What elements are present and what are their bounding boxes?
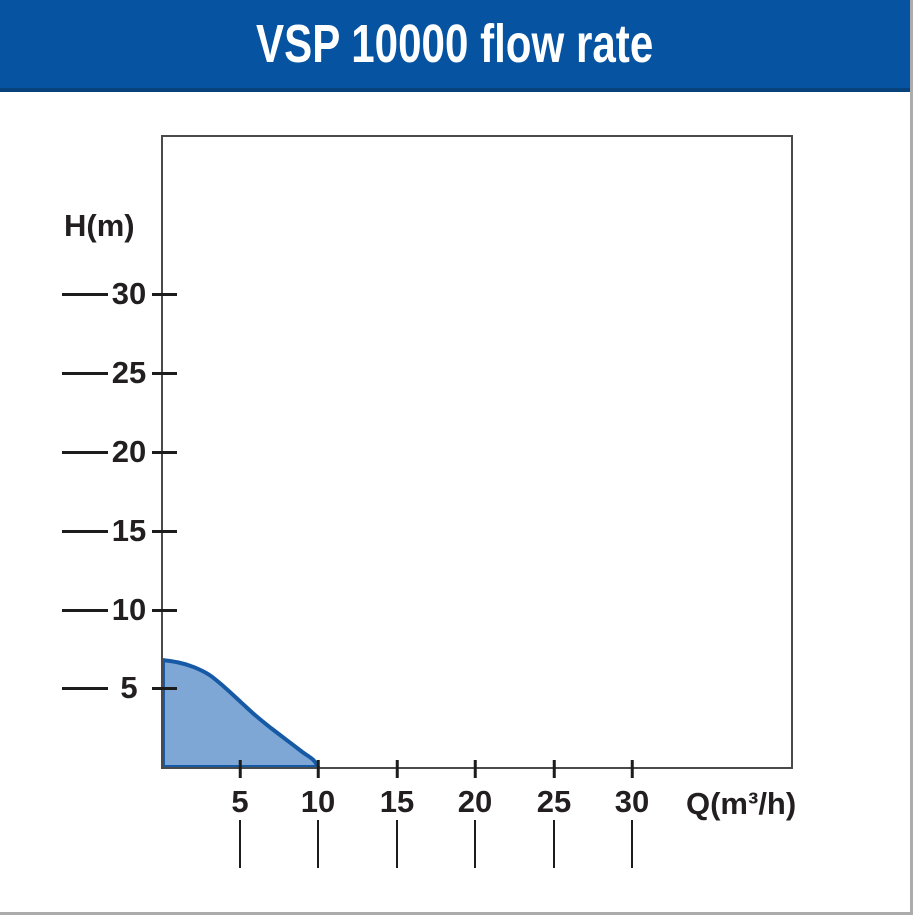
x-tick-mark <box>473 760 477 778</box>
y-tick-dash <box>62 293 108 296</box>
x-tick-mark <box>238 760 242 778</box>
y-tick-label: 20 <box>111 433 147 469</box>
y-tick-mark <box>152 687 177 690</box>
y-tick-mark <box>152 530 177 533</box>
x-tick-label: 25 <box>536 784 572 819</box>
y-axis-title: H(m) <box>64 208 135 243</box>
y-tick-label: 15 <box>111 512 147 548</box>
chart-title: VSP 10000 flow rate <box>256 14 654 74</box>
y-tick-label: 25 <box>111 354 147 390</box>
x-tick-label: 15 <box>379 784 415 819</box>
x-tick-lower-line <box>631 820 633 868</box>
y-tick-mark <box>152 451 177 454</box>
x-tick-label: 5 <box>231 784 249 819</box>
y-tick-mark <box>152 609 177 612</box>
x-tick-lower-line <box>396 820 398 868</box>
x-tick-lower-line <box>239 820 241 868</box>
plot-area <box>161 135 793 769</box>
y-tick-label: 5 <box>120 669 138 705</box>
x-tick-label: 30 <box>614 784 650 819</box>
x-tick-mark <box>395 760 399 778</box>
x-tick-label: 20 <box>457 784 493 819</box>
x-tick-lower-line <box>553 820 555 868</box>
x-tick-lower-line <box>317 820 319 868</box>
x-tick-mark <box>552 760 556 778</box>
y-tick-label: 10 <box>111 591 147 627</box>
pump-curve <box>163 658 320 767</box>
y-tick-mark <box>152 372 177 375</box>
y-tick-dash <box>62 609 108 612</box>
y-tick-dash <box>62 687 108 690</box>
title-bar: VSP 10000 flow rate <box>0 0 910 92</box>
x-tick-label: 10 <box>300 784 336 819</box>
pump-curve-svg <box>163 658 320 767</box>
x-tick-lower-line <box>474 820 476 868</box>
y-tick-dash <box>62 451 108 454</box>
y-tick-dash <box>62 372 108 375</box>
x-tick-mark <box>630 760 634 778</box>
y-tick-mark <box>152 293 177 296</box>
y-tick-dash <box>62 530 108 533</box>
x-axis-title: Q(m³/h) <box>686 786 797 821</box>
x-tick-mark <box>316 760 320 778</box>
y-tick-label: 30 <box>111 275 147 311</box>
